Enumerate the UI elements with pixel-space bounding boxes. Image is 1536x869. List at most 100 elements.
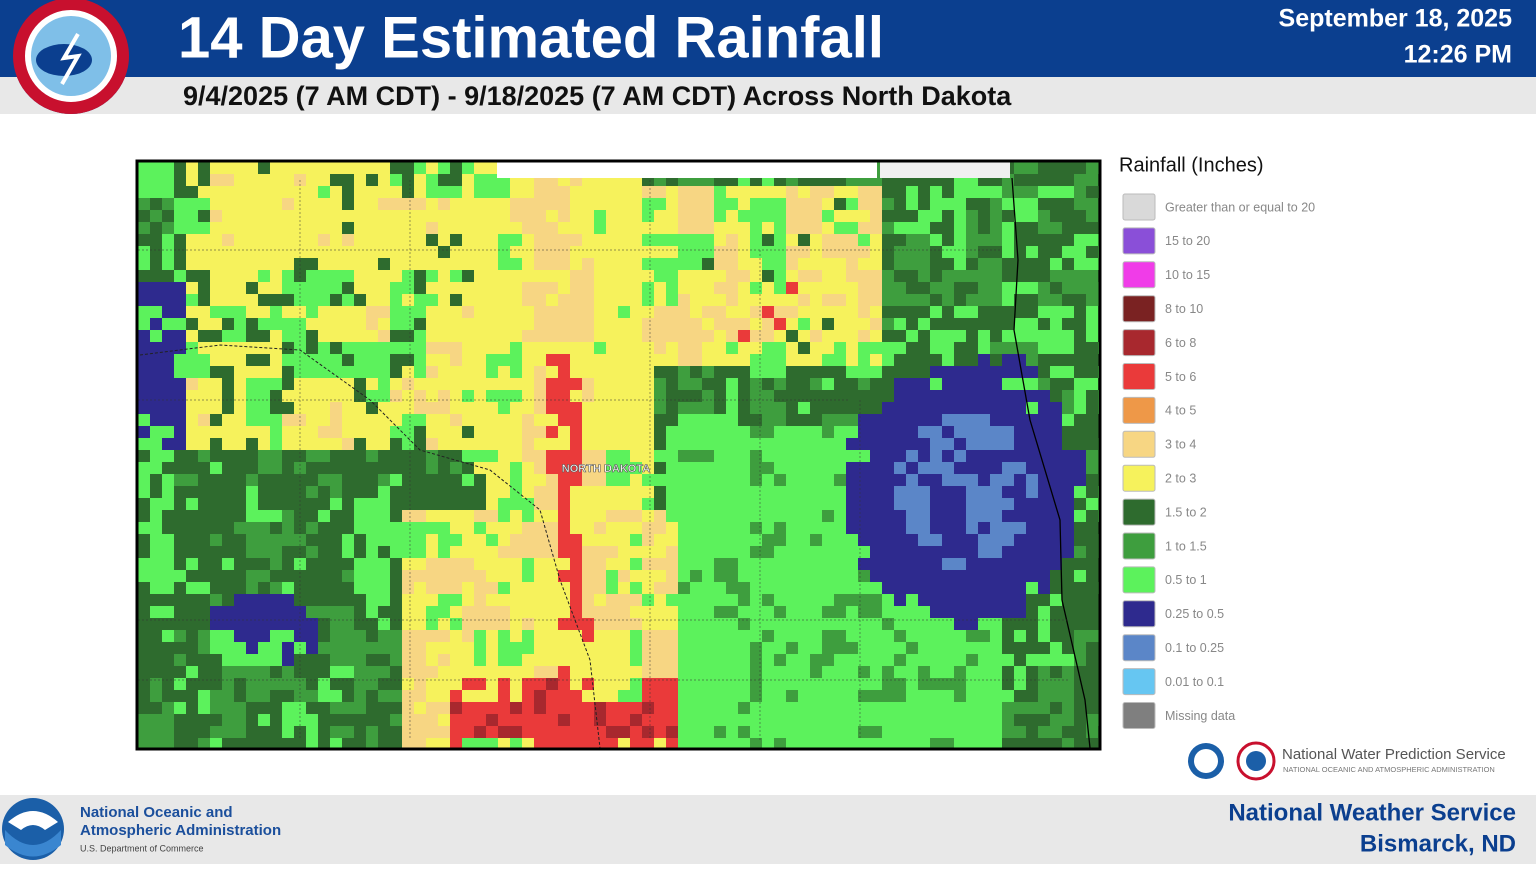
map-cell xyxy=(1026,438,1038,450)
map-cell xyxy=(846,534,858,546)
map-cell xyxy=(402,642,414,654)
map-cell xyxy=(1002,378,1014,390)
map-cell xyxy=(1062,558,1074,570)
map-cell xyxy=(354,462,366,474)
map-cell xyxy=(1086,486,1098,498)
map-cell xyxy=(966,222,978,234)
map-cell xyxy=(738,522,750,534)
map-cell xyxy=(570,534,582,546)
map-cell xyxy=(522,438,534,450)
map-cell xyxy=(1026,522,1038,534)
map-cell xyxy=(258,678,270,690)
map-cell xyxy=(354,390,366,402)
map-cell xyxy=(690,618,702,630)
map-cell xyxy=(918,618,930,630)
map-cell xyxy=(1026,318,1038,330)
map-cell xyxy=(942,690,954,702)
map-cell xyxy=(798,450,810,462)
map-cell xyxy=(882,210,894,222)
map-cell xyxy=(990,426,1002,438)
map-cell xyxy=(594,594,606,606)
map-cell xyxy=(1014,582,1026,594)
map-cell xyxy=(546,702,558,714)
map-cell xyxy=(150,510,162,522)
map-cell xyxy=(318,354,330,366)
map-cell xyxy=(786,570,798,582)
map-cell xyxy=(1074,330,1086,342)
map-cell xyxy=(486,246,498,258)
map-cell xyxy=(954,246,966,258)
map-cell xyxy=(282,426,294,438)
map-cell xyxy=(774,522,786,534)
map-cell xyxy=(486,606,498,618)
map-cell xyxy=(642,678,654,690)
map-cell xyxy=(330,318,342,330)
map-cell xyxy=(486,534,498,546)
map-cell xyxy=(498,654,510,666)
map-cell xyxy=(774,642,786,654)
map-cell xyxy=(510,390,522,402)
map-cell xyxy=(954,366,966,378)
map-cell xyxy=(330,546,342,558)
map-cell xyxy=(798,522,810,534)
map-cell xyxy=(330,438,342,450)
map-cell xyxy=(1074,306,1086,318)
map-cell xyxy=(282,522,294,534)
map-cell xyxy=(534,438,546,450)
map-cell xyxy=(966,198,978,210)
map-cell xyxy=(498,606,510,618)
map-cell xyxy=(606,402,618,414)
map-cell xyxy=(522,666,534,678)
map-cell xyxy=(954,666,966,678)
map-cell xyxy=(210,582,222,594)
map-cell xyxy=(534,510,546,522)
map-cell xyxy=(690,342,702,354)
map-cell xyxy=(666,342,678,354)
map-cell xyxy=(654,726,666,738)
map-cell xyxy=(378,678,390,690)
map-cell xyxy=(246,342,258,354)
map-cell xyxy=(450,402,462,414)
map-cell xyxy=(630,378,642,390)
map-cell xyxy=(378,522,390,534)
map-cell xyxy=(498,426,510,438)
map-cell xyxy=(1062,390,1074,402)
map-cell xyxy=(882,690,894,702)
map-cell xyxy=(390,306,402,318)
map-cell xyxy=(930,486,942,498)
map-cell xyxy=(942,546,954,558)
map-cell xyxy=(342,690,354,702)
map-cell xyxy=(1002,582,1014,594)
map-cell xyxy=(150,282,162,294)
map-cell xyxy=(210,306,222,318)
map-cell xyxy=(714,198,726,210)
map-cell xyxy=(654,594,666,606)
map-cell xyxy=(966,462,978,474)
map-cell xyxy=(390,210,402,222)
map-cell xyxy=(786,714,798,726)
map-cell xyxy=(522,210,534,222)
map-cell xyxy=(138,462,150,474)
map-cell xyxy=(306,174,318,186)
map-cell xyxy=(678,702,690,714)
map-cell xyxy=(870,714,882,726)
map-cell xyxy=(246,690,258,702)
map-cell xyxy=(1062,342,1074,354)
map-cell xyxy=(654,558,666,570)
map-cell xyxy=(366,246,378,258)
map-cell xyxy=(270,498,282,510)
legend-swatch xyxy=(1122,498,1156,526)
map-cell xyxy=(810,258,822,270)
map-cell xyxy=(1050,666,1062,678)
map-cell xyxy=(1038,330,1050,342)
map-cell xyxy=(474,570,486,582)
map-cell xyxy=(786,210,798,222)
map-cell xyxy=(642,282,654,294)
map-cell xyxy=(174,726,186,738)
map-cell xyxy=(714,258,726,270)
map-cell xyxy=(894,366,906,378)
map-cell xyxy=(966,210,978,222)
map-cell xyxy=(1062,354,1074,366)
map-cell xyxy=(486,594,498,606)
map-cell xyxy=(162,738,174,748)
